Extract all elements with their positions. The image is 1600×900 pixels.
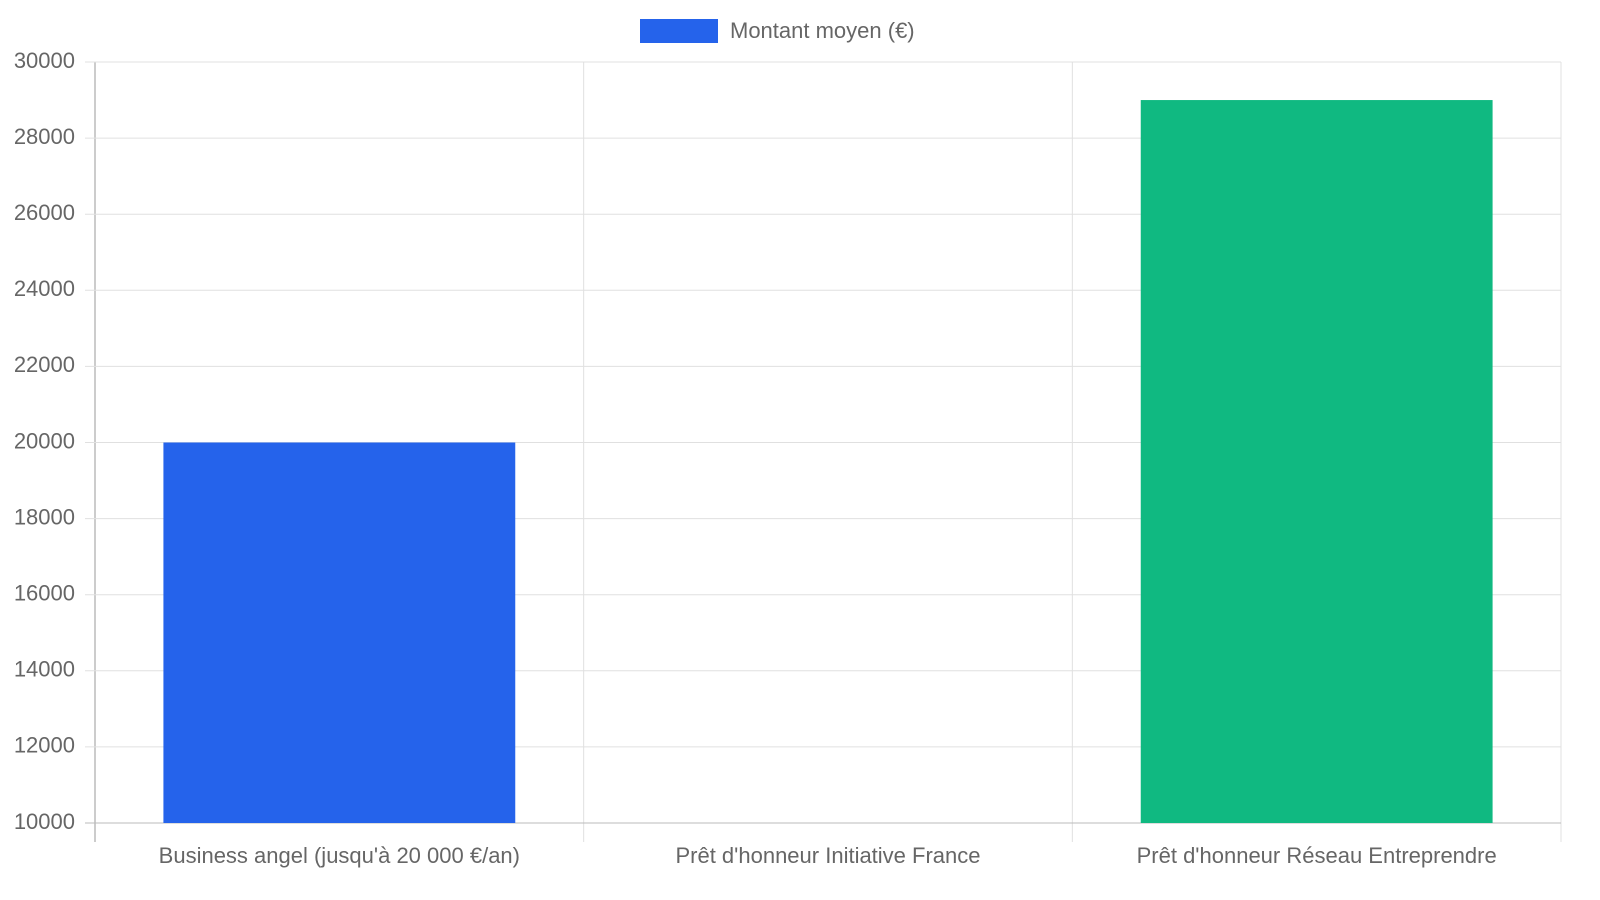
y-tick-label: 22000 <box>14 352 75 377</box>
y-tick-label: 24000 <box>14 276 75 301</box>
y-tick-label: 30000 <box>14 48 75 73</box>
y-tick-label: 14000 <box>14 657 75 682</box>
bar <box>1140 100 1493 824</box>
y-tick-label: 10000 <box>14 809 75 834</box>
legend-swatch <box>640 19 718 43</box>
bar <box>163 442 516 823</box>
x-tick-label: Business angel (jusqu'à 20 000 €/an) <box>159 843 520 868</box>
x-tick-label: Prêt d'honneur Initiative France <box>675 843 980 868</box>
y-tick-label: 18000 <box>14 504 75 529</box>
y-tick-label: 26000 <box>14 200 75 225</box>
y-tick-label: 28000 <box>14 124 75 149</box>
legend-label: Montant moyen (€) <box>730 18 915 43</box>
y-tick-label: 16000 <box>14 581 75 606</box>
y-tick-label: 12000 <box>14 733 75 758</box>
y-tick-label: 20000 <box>14 428 75 453</box>
x-tick-label: Prêt d'honneur Réseau Entreprendre <box>1137 843 1497 868</box>
